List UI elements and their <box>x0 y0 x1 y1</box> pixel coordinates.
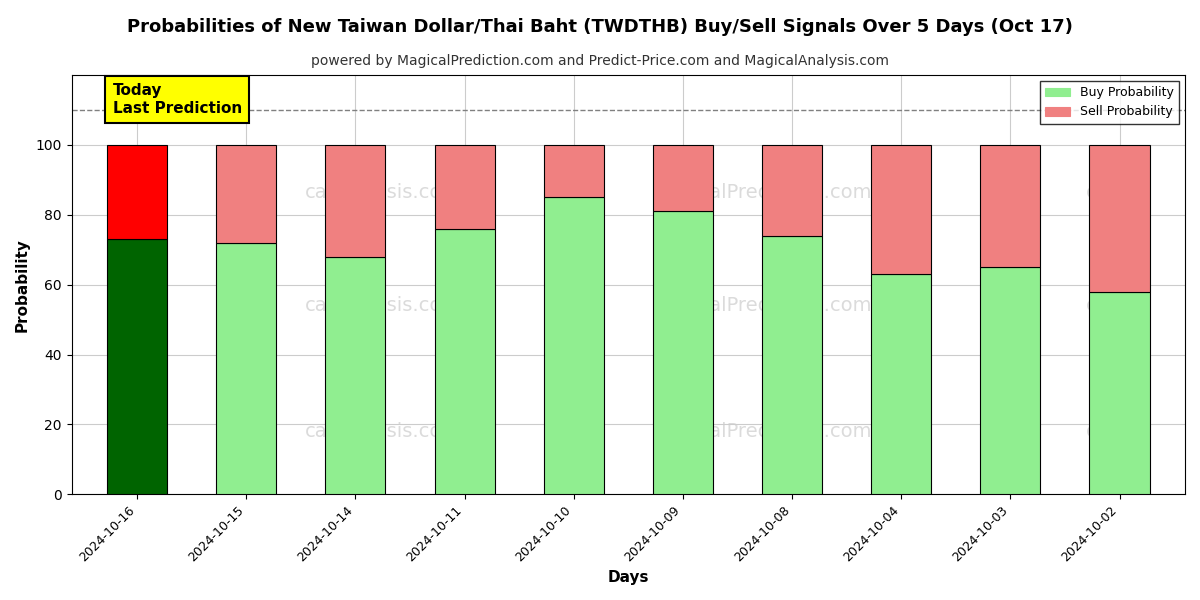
Bar <box>216 243 276 494</box>
Bar <box>653 211 713 494</box>
Text: com: com <box>1086 183 1128 202</box>
Bar <box>653 145 713 211</box>
Bar <box>762 145 822 236</box>
Bar <box>544 197 604 494</box>
Bar <box>325 145 385 257</box>
Bar <box>762 236 822 494</box>
Text: MagicalPrediction.com: MagicalPrediction.com <box>652 183 871 202</box>
Text: calAnalysis.com: calAnalysis.com <box>305 422 462 441</box>
Text: powered by MagicalPrediction.com and Predict-Price.com and MagicalAnalysis.com: powered by MagicalPrediction.com and Pre… <box>311 54 889 68</box>
Bar <box>107 145 167 239</box>
Bar <box>871 274 931 494</box>
Bar <box>980 145 1040 267</box>
Bar <box>216 145 276 243</box>
Text: com: com <box>1086 296 1128 315</box>
Bar <box>871 145 931 274</box>
Bar <box>980 267 1040 494</box>
Y-axis label: Probability: Probability <box>16 238 30 332</box>
X-axis label: Days: Days <box>607 570 649 585</box>
Text: MagicalPrediction.com: MagicalPrediction.com <box>652 296 871 315</box>
Text: MagicalPrediction.com: MagicalPrediction.com <box>652 422 871 441</box>
Text: com: com <box>1086 422 1128 441</box>
Text: calAnalysis.com: calAnalysis.com <box>305 296 462 315</box>
Bar <box>325 257 385 494</box>
Bar <box>434 145 494 229</box>
Bar <box>434 229 494 494</box>
Text: Today
Last Prediction: Today Last Prediction <box>113 83 242 116</box>
Text: calAnalysis.com: calAnalysis.com <box>305 183 462 202</box>
Bar <box>544 145 604 197</box>
Bar <box>1090 292 1150 494</box>
Bar <box>107 239 167 494</box>
Text: Probabilities of New Taiwan Dollar/Thai Baht (TWDTHB) Buy/Sell Signals Over 5 Da: Probabilities of New Taiwan Dollar/Thai … <box>127 18 1073 36</box>
Bar <box>1090 145 1150 292</box>
Legend: Buy Probability, Sell Probability: Buy Probability, Sell Probability <box>1040 81 1178 124</box>
